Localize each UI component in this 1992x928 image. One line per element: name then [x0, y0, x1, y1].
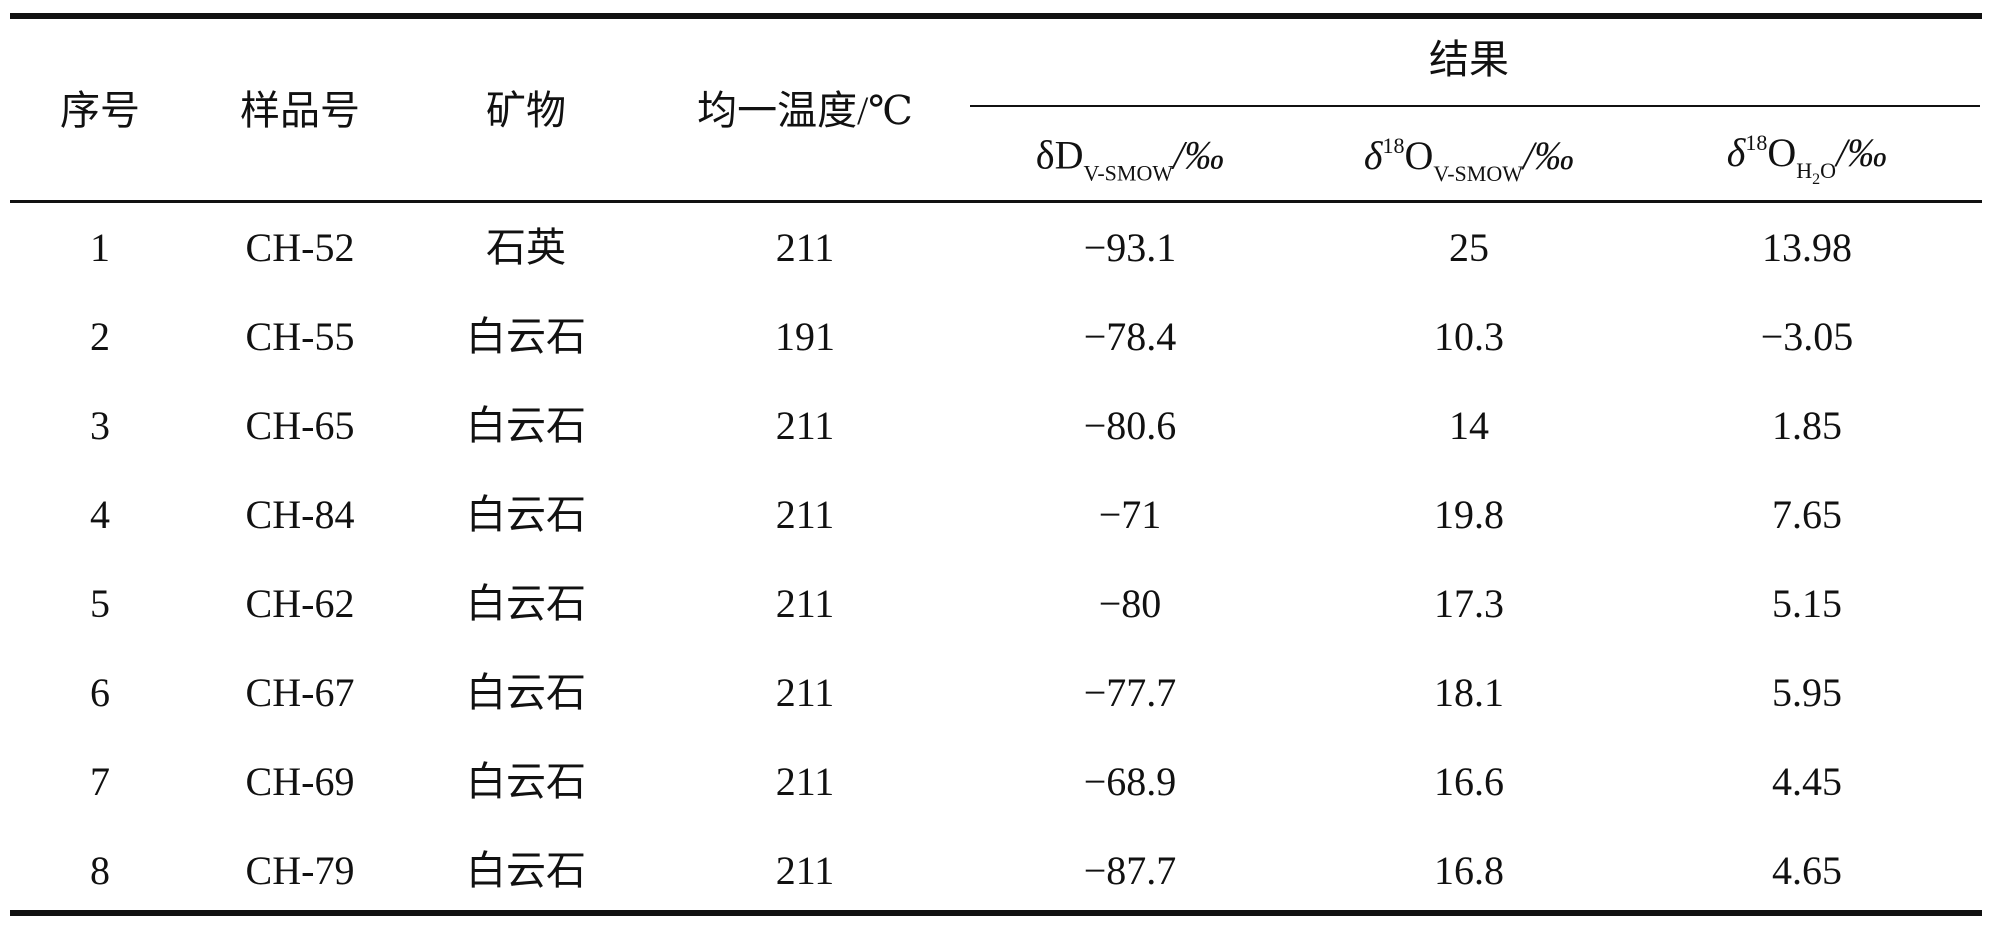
group-rule [970, 105, 1980, 107]
subscript: V-SMOW [1083, 160, 1174, 186]
superscript: 18 [1745, 130, 1768, 155]
cell: 18.1 [1434, 670, 1504, 715]
cell: 4 [90, 492, 110, 537]
symbol: δ [1726, 130, 1746, 175]
cell: 1.85 [1772, 403, 1842, 448]
cell: 白云石 [466, 848, 586, 893]
cell: 白云石 [466, 492, 586, 537]
header: 矿物 [486, 88, 566, 133]
cell: 211 [775, 759, 835, 804]
subscript-part: H [1796, 158, 1813, 183]
cell: 白云石 [466, 670, 586, 715]
subscript: H2O [1796, 158, 1837, 188]
element: O [1767, 130, 1797, 175]
symbol: δ [1363, 133, 1383, 178]
cell: CH-67 [245, 670, 355, 715]
cell: 5.95 [1772, 670, 1842, 715]
cell: 石英 [486, 225, 566, 270]
cell: 14 [1449, 403, 1489, 448]
cell: 5.15 [1772, 581, 1842, 626]
element: O [1404, 133, 1434, 178]
cell: 2 [90, 314, 110, 359]
cell: 3 [90, 403, 110, 448]
cell: 白云石 [466, 759, 586, 804]
subheader: δDV-SMOW/‰ [1035, 132, 1225, 186]
subheader: δ18OV-SMOW/‰ [1364, 135, 1574, 185]
header: 均一温度/℃ [697, 88, 913, 133]
cell: −71 [1098, 492, 1162, 537]
cell: 8 [90, 848, 110, 893]
cell: 19.8 [1434, 492, 1504, 537]
cell: 5 [90, 581, 110, 626]
unit: /‰ [1523, 133, 1575, 178]
cell: 211 [775, 492, 835, 537]
superscript: 18 [1382, 133, 1405, 158]
cell: CH-62 [245, 581, 355, 626]
cell: 211 [775, 225, 835, 270]
subscript: V-SMOW [1433, 161, 1524, 186]
cell: −87.7 [1083, 848, 1177, 893]
cell: 7 [90, 759, 110, 804]
bottom-rule [10, 910, 1982, 916]
cell: 白云石 [466, 314, 586, 359]
subscript-part: 2 [1812, 171, 1821, 188]
cell: 7.65 [1772, 492, 1842, 537]
cell: CH-84 [245, 492, 355, 537]
header-rule [10, 200, 1982, 203]
cell: 16.6 [1434, 759, 1504, 804]
cell: 13.98 [1762, 225, 1852, 270]
unit: /‰ [1173, 132, 1225, 178]
cell: −93.1 [1083, 225, 1177, 270]
top-rule [10, 13, 1982, 19]
symbol: δD [1035, 132, 1084, 178]
cell: −80 [1098, 581, 1162, 626]
cell: 10.3 [1434, 314, 1504, 359]
header: 序号 [60, 88, 140, 133]
cell: 211 [775, 670, 835, 715]
cell: −3.05 [1760, 314, 1854, 359]
unit: /‰ [1836, 130, 1888, 175]
cell: CH-55 [245, 314, 355, 359]
group-header: 结果 [1429, 37, 1509, 82]
cell: −80.6 [1083, 403, 1177, 448]
cell: CH-79 [245, 848, 355, 893]
cell: 白云石 [466, 403, 586, 448]
cell: CH-69 [245, 759, 355, 804]
cell: −77.7 [1083, 670, 1177, 715]
cell: 17.3 [1434, 581, 1504, 626]
cell: 211 [775, 581, 835, 626]
subheader: δ18OH2O/‰ [1727, 132, 1887, 188]
cell: 191 [775, 314, 835, 359]
cell: −68.9 [1083, 759, 1177, 804]
header: 样品号 [240, 88, 360, 133]
cell: 白云石 [466, 581, 586, 626]
subscript-part: O [1820, 158, 1837, 183]
cell: 6 [90, 670, 110, 715]
cell: CH-65 [245, 403, 355, 448]
cell: 1 [90, 225, 110, 270]
cell: CH-52 [245, 225, 355, 270]
cell: 16.8 [1434, 848, 1504, 893]
cell: 211 [775, 403, 835, 448]
cell: 4.65 [1772, 848, 1842, 893]
cell: 25 [1449, 225, 1489, 270]
cell: 4.45 [1772, 759, 1842, 804]
cell: 211 [775, 848, 835, 893]
cell: −78.4 [1083, 314, 1177, 359]
